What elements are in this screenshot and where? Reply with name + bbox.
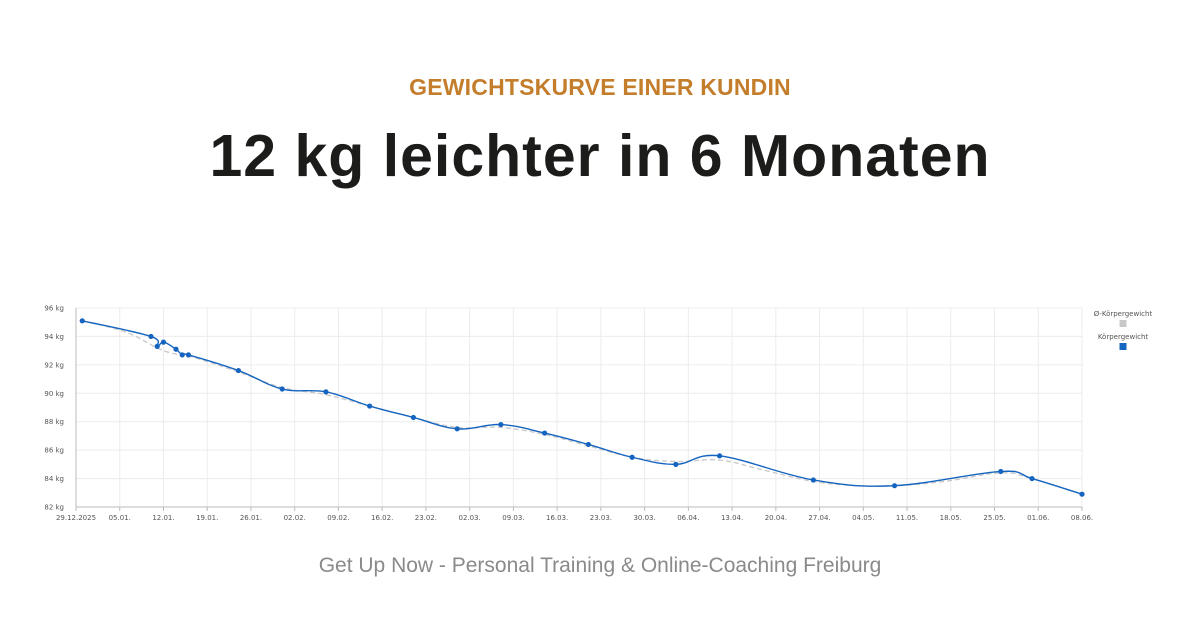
x-tick-label: 01.06. xyxy=(1027,514,1049,522)
chart-axes: 82 kg 84 kg 86 kg 88 kg 90 kg 92 kg 94 kg 96 kg… xyxy=(44,305,1093,523)
y-tick-label: 90 kg xyxy=(44,390,64,398)
y-tick-label: 96 kg xyxy=(44,305,64,313)
x-tick-label: 27.04. xyxy=(808,514,830,522)
x-tick-label: 20.04. xyxy=(765,514,787,522)
data-point xyxy=(629,454,635,460)
x-tick-label: 16.02. xyxy=(371,514,393,522)
data-point xyxy=(173,346,179,352)
y-tick-label: 92 kg xyxy=(44,361,64,369)
x-tick-label: 29.12.2025 xyxy=(56,514,96,522)
x-tick-label: 11.05. xyxy=(896,514,918,522)
x-tick-label: 02.02. xyxy=(284,514,306,522)
y-tick-label: 82 kg xyxy=(44,504,64,512)
x-tick-label: 16.03. xyxy=(546,514,568,522)
y-tick-label: 88 kg xyxy=(44,418,64,426)
data-point xyxy=(160,339,167,345)
y-tick-label: 94 kg xyxy=(44,333,64,341)
chart-grid xyxy=(75,307,1083,508)
eyebrow-title: GEWICHTSKURVE EINER KUNDIN xyxy=(409,74,791,100)
data-point xyxy=(148,333,154,340)
data-point xyxy=(185,352,192,358)
data-point xyxy=(235,367,242,374)
data-point xyxy=(1079,491,1085,497)
data-point xyxy=(323,389,329,395)
x-tick-label: 26.01. xyxy=(240,514,262,522)
chart-series xyxy=(79,318,1085,497)
y-tick-label: 86 kg xyxy=(44,447,64,455)
data-point xyxy=(673,461,679,467)
data-point xyxy=(498,421,504,428)
x-tick-label: 30.03. xyxy=(633,514,655,522)
data-point xyxy=(998,468,1004,475)
x-tick-label: 23.02. xyxy=(415,514,437,522)
data-point xyxy=(410,414,417,421)
series-line-weight xyxy=(82,320,1083,495)
legend-swatch xyxy=(1119,320,1127,327)
data-point xyxy=(279,386,285,392)
data-point xyxy=(810,477,816,483)
x-tick-label: 13.04. xyxy=(721,514,743,522)
x-tick-label: 06.04. xyxy=(677,514,699,522)
data-point xyxy=(79,318,85,324)
legend-swatch xyxy=(1119,343,1127,350)
x-tick-label: 04.05. xyxy=(852,514,874,522)
headline: 12 kg leichter in 6 Monaten xyxy=(209,123,991,189)
legend-label: Ø-Körpergewicht xyxy=(1094,310,1153,318)
data-point xyxy=(716,453,723,459)
x-tick-label: 25.05. xyxy=(983,514,1005,522)
footer-text: Get Up Now - Personal Training & Online-… xyxy=(318,554,882,577)
x-tick-label: 05.01. xyxy=(109,514,131,522)
data-point xyxy=(585,441,591,448)
data-point xyxy=(154,343,160,349)
x-tick-label: 08.06. xyxy=(1071,514,1093,522)
x-tick-label: 09.02. xyxy=(327,514,349,522)
data-point xyxy=(542,430,548,436)
data-point xyxy=(891,483,898,489)
x-tick-label: 09.03. xyxy=(502,514,524,522)
y-tick-label: 84 kg xyxy=(44,475,64,483)
data-point xyxy=(1029,475,1035,482)
legend-label: Körpergewicht xyxy=(1098,333,1149,341)
chart-legend: Ø-Körpergewicht Körpergewicht xyxy=(1094,310,1153,350)
x-tick-label: 02.03. xyxy=(459,514,481,522)
x-tick-label: 12.01. xyxy=(152,514,174,522)
series-line-average xyxy=(82,320,1083,495)
x-tick-label: 19.01. xyxy=(196,514,218,522)
data-point xyxy=(454,426,460,432)
x-tick-label: 23.03. xyxy=(590,514,612,522)
x-tick-label: 18.05. xyxy=(940,514,962,522)
data-point xyxy=(367,403,373,409)
data-point xyxy=(179,352,185,358)
